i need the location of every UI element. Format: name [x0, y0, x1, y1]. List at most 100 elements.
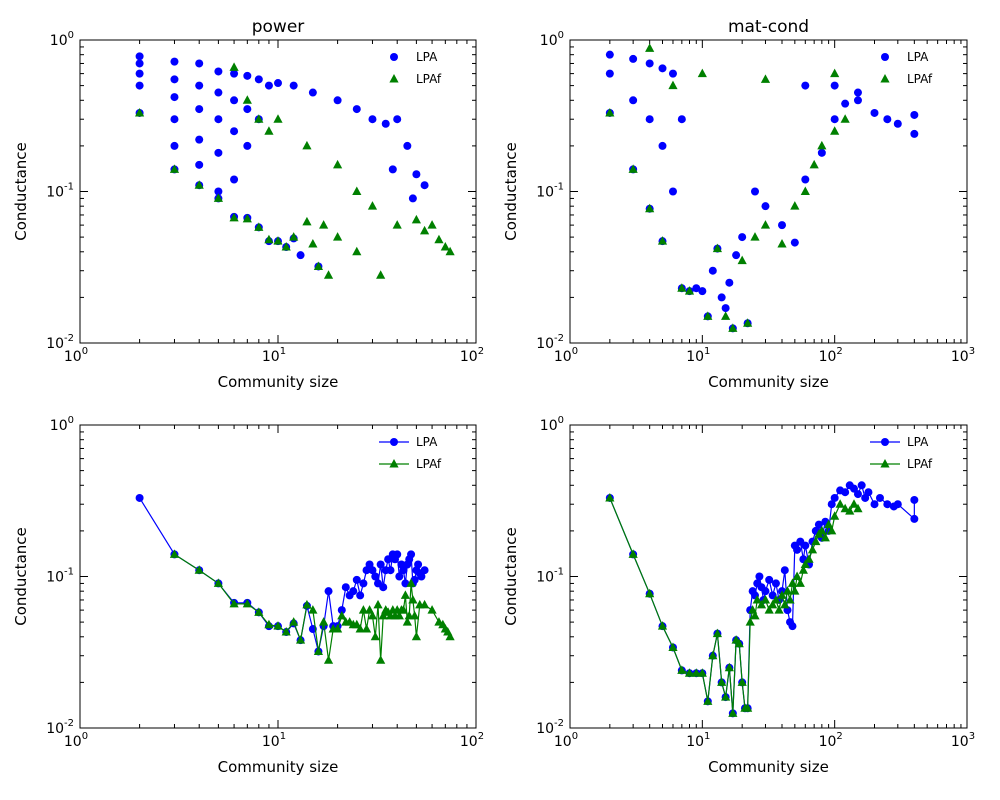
- data-point: [427, 220, 437, 229]
- data-point: [790, 201, 800, 210]
- data-point: [824, 519, 834, 529]
- data-point: [170, 141, 179, 150]
- data-point: [213, 578, 223, 587]
- data-point: [787, 578, 798, 587]
- data-point: [242, 95, 252, 104]
- data-point: [864, 488, 873, 497]
- data-point: [743, 318, 753, 327]
- data-point: [698, 287, 707, 296]
- data-point: [170, 75, 179, 84]
- data-point: [242, 213, 252, 223]
- data-point: [761, 202, 770, 211]
- data-point: [668, 80, 678, 90]
- data-point: [337, 606, 346, 615]
- data-point: [214, 148, 223, 157]
- data-point: [229, 212, 239, 222]
- data-point: [308, 605, 318, 614]
- data-point: [645, 43, 655, 52]
- series-lpaf: [605, 492, 863, 717]
- data-point: [367, 201, 378, 210]
- y-tick-label: 10-2: [46, 333, 74, 352]
- data-point: [349, 587, 358, 596]
- data-point: [355, 624, 365, 633]
- data-point: [755, 572, 764, 581]
- data-point: [323, 655, 334, 664]
- data-point: [692, 284, 701, 293]
- data-point: [853, 503, 863, 513]
- chart-panel-3: 100 101 102 10-2 10-1 100 Community size Conduc…: [12, 415, 484, 776]
- data-point: [717, 293, 726, 302]
- data-point: [629, 96, 638, 105]
- data-point: [708, 650, 718, 660]
- data-point: [750, 232, 760, 241]
- data-point: [358, 605, 369, 614]
- data-point: [830, 115, 839, 124]
- data-point: [434, 234, 444, 244]
- legend-marker-lpaf: [389, 459, 399, 468]
- data-point: [764, 605, 774, 614]
- data-point: [195, 105, 204, 114]
- series-lpaf: [169, 549, 455, 664]
- data-point: [724, 662, 734, 672]
- data-point: [254, 75, 263, 84]
- data-point: [403, 141, 412, 150]
- data-point: [853, 96, 862, 105]
- data-point: [420, 181, 429, 190]
- legend-marker-lpaf: [880, 459, 890, 468]
- data-point: [752, 594, 762, 604]
- data-point: [703, 696, 713, 705]
- data-point: [801, 81, 810, 90]
- data-point: [169, 164, 180, 173]
- data-point: [411, 631, 421, 641]
- data-point: [333, 624, 343, 633]
- data-point: [376, 655, 386, 664]
- data-point: [782, 586, 793, 595]
- x-tick-label: 100: [554, 731, 578, 750]
- data-point: [804, 554, 814, 563]
- data-point: [169, 549, 180, 558]
- data-point: [323, 270, 334, 279]
- y-tick-label: 100: [50, 30, 74, 49]
- data-point: [368, 566, 377, 575]
- data-point: [807, 544, 818, 554]
- data-point: [738, 233, 747, 242]
- data-point: [605, 492, 615, 502]
- data-point: [684, 668, 695, 677]
- data-point: [273, 621, 283, 630]
- data-point: [827, 500, 836, 509]
- data-point: [756, 599, 767, 609]
- data-point: [795, 578, 805, 587]
- x-tick-label: 102: [819, 346, 843, 365]
- data-point: [857, 481, 866, 490]
- data-point: [841, 99, 850, 108]
- data-point: [712, 243, 723, 253]
- data-point: [750, 187, 759, 196]
- data-point: [427, 605, 437, 614]
- legend-label-lpa: LPA: [416, 435, 438, 449]
- data-point: [264, 619, 274, 629]
- x-tick-label: 101: [262, 346, 286, 365]
- data-point: [708, 266, 717, 275]
- data-point: [402, 617, 412, 626]
- data-point: [849, 499, 859, 508]
- legend-marker-lpaf: [880, 74, 890, 83]
- data-point: [765, 575, 774, 584]
- legend: LPA LPAf: [870, 435, 933, 471]
- data-point: [214, 67, 223, 76]
- legend-label-lpaf: LPAf: [907, 72, 933, 86]
- data-point: [910, 495, 919, 504]
- legend-marker-lpa: [390, 438, 398, 446]
- data-point: [910, 514, 919, 523]
- y-tick-label: 10-1: [536, 182, 564, 201]
- legend: LPA LPAf: [389, 50, 442, 86]
- y-axis-label: Conductance: [502, 527, 520, 626]
- data-point: [800, 559, 810, 569]
- data-point: [658, 141, 667, 150]
- data-point: [230, 96, 239, 105]
- data-point: [717, 677, 727, 686]
- data-point: [359, 579, 368, 588]
- data-point: [308, 239, 318, 248]
- data-point: [364, 605, 375, 614]
- chart-title: power: [252, 17, 305, 37]
